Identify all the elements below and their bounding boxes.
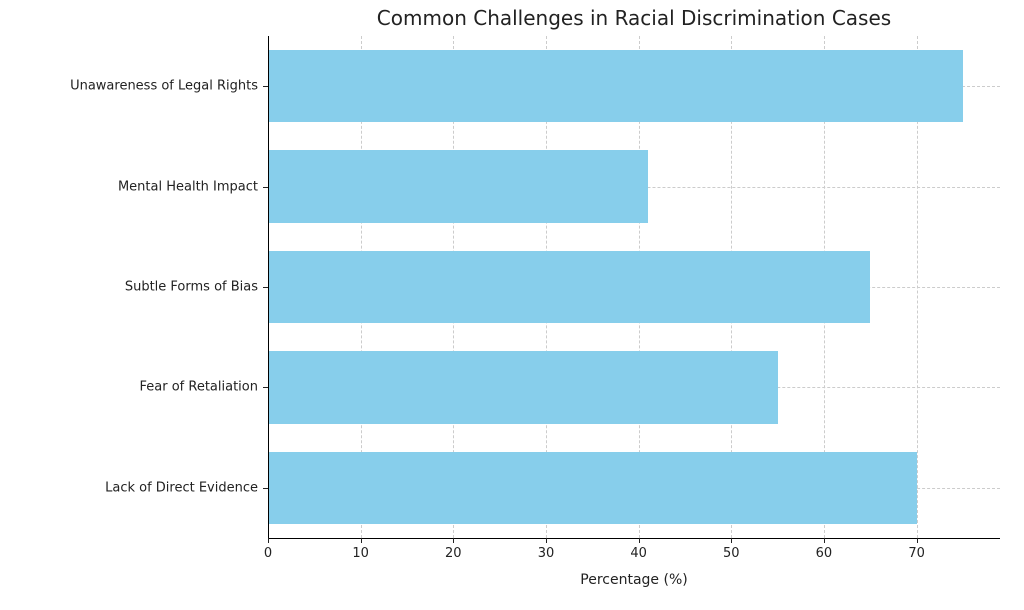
plot-area: [268, 36, 1000, 538]
xtick-mark: [268, 538, 269, 543]
xtick-mark: [731, 538, 732, 543]
chart-container: Common Challenges in Racial Discriminati…: [0, 0, 1024, 610]
xtick-label: 30: [538, 546, 555, 561]
xtick-mark: [824, 538, 825, 543]
xtick-mark: [361, 538, 362, 543]
ytick-label: Fear of Retaliation: [140, 380, 258, 395]
bar: [268, 452, 917, 524]
chart-title: Common Challenges in Racial Discriminati…: [268, 6, 1000, 30]
bar: [268, 150, 648, 222]
bar: [268, 351, 778, 423]
spine-left: [268, 36, 269, 538]
xtick-label: 50: [723, 546, 740, 561]
ytick-label: Subtle Forms of Bias: [125, 280, 258, 295]
ytick-mark: [263, 488, 268, 489]
xtick-mark: [453, 538, 454, 543]
bar: [268, 50, 963, 122]
xtick-label: 60: [816, 546, 833, 561]
ytick-mark: [263, 287, 268, 288]
xtick-label: 40: [630, 546, 647, 561]
ytick-label: Unawareness of Legal Rights: [70, 79, 258, 94]
xtick-label: 20: [445, 546, 462, 561]
ytick-mark: [263, 187, 268, 188]
x-axis-label: Percentage (%): [580, 572, 687, 588]
xtick-mark: [639, 538, 640, 543]
ytick-label: Lack of Direct Evidence: [105, 480, 258, 495]
ytick-label: Mental Health Impact: [118, 179, 258, 194]
xtick-mark: [917, 538, 918, 543]
xtick-label: 10: [352, 546, 369, 561]
xtick-mark: [546, 538, 547, 543]
spine-bottom: [268, 538, 1000, 539]
xtick-label: 70: [908, 546, 925, 561]
xtick-label: 0: [264, 546, 272, 561]
bar: [268, 251, 870, 323]
ytick-mark: [263, 387, 268, 388]
ytick-mark: [263, 86, 268, 87]
